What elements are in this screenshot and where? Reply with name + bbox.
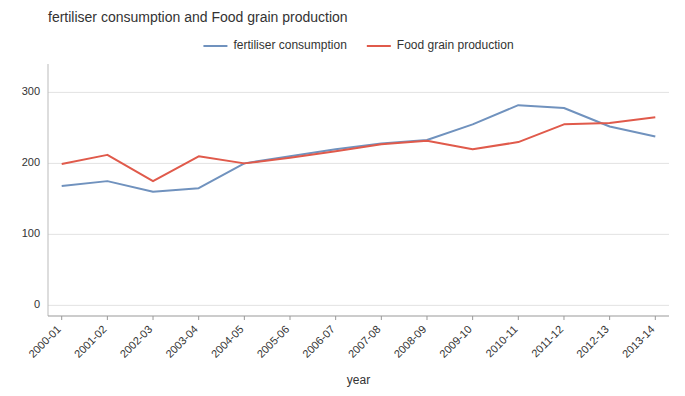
y-axis-line: [48, 64, 49, 316]
legend-label: fertiliser consumption: [233, 38, 346, 52]
grid-line: [48, 305, 669, 306]
legend-swatch: [367, 45, 391, 47]
x-tick-label: 2007-08: [346, 323, 383, 360]
x-tick: [655, 316, 656, 320]
lines: [62, 105, 656, 192]
x-tick-label: 2005-06: [254, 323, 291, 360]
grid-line: [48, 92, 669, 93]
x-tick: [335, 316, 336, 320]
x-tick: [609, 316, 610, 320]
x-tick-label: 2011-12: [529, 323, 565, 359]
x-tick-label: 2006-07: [300, 323, 337, 360]
x-tick-label: 2012-13: [574, 323, 611, 360]
x-tick: [61, 316, 62, 320]
x-axis-label: year: [347, 373, 370, 387]
y-grid: [48, 92, 669, 305]
x-tick-label: 2013-14: [620, 323, 657, 360]
x-axis-line: [48, 316, 669, 317]
legend-swatch: [203, 45, 227, 47]
series-line: [62, 117, 656, 181]
grid-line: [48, 163, 669, 164]
legend-item: Food grain production: [367, 38, 514, 52]
x-tick-label: 2001-02: [72, 323, 109, 360]
x-tick-label: 2002-03: [117, 323, 154, 360]
x-tick-label: 2009-10: [437, 323, 474, 360]
x-tick: [472, 316, 473, 320]
x-tick-label: 2010-11: [483, 323, 519, 359]
y-tick-label: 100: [22, 227, 40, 239]
chart: 01002003002000-012001-022002-032003-0420…: [0, 0, 685, 396]
legend-label: Food grain production: [397, 38, 514, 52]
x-tick: [153, 316, 154, 320]
x-tick: [381, 316, 382, 320]
x-tick-label: 2004-05: [209, 323, 246, 360]
x-tick-label: 2003-04: [163, 323, 200, 360]
x-tick-label: 2008-09: [391, 323, 428, 360]
chart-container: 01002003002000-012001-022002-032003-0420…: [0, 0, 685, 396]
y-tick-label: 300: [22, 85, 40, 97]
series-line: [62, 105, 656, 192]
x-tick: [107, 316, 108, 320]
x-tick: [290, 316, 291, 320]
x-tick: [518, 316, 519, 320]
title: fertiliser consumption and Food grain pr…: [48, 9, 348, 25]
legend: fertiliser consumption Food grain product…: [203, 38, 513, 52]
x-tick: [244, 316, 245, 320]
x-tick-label: 2000-01: [26, 323, 63, 360]
x-tick: [198, 316, 199, 320]
x-tick: [426, 316, 427, 320]
grid-line: [48, 234, 669, 235]
x-tick: [563, 316, 564, 320]
legend-item: fertiliser consumption: [203, 38, 346, 52]
y-tick-label: 200: [22, 156, 40, 168]
y-tick-label: 0: [34, 298, 40, 310]
